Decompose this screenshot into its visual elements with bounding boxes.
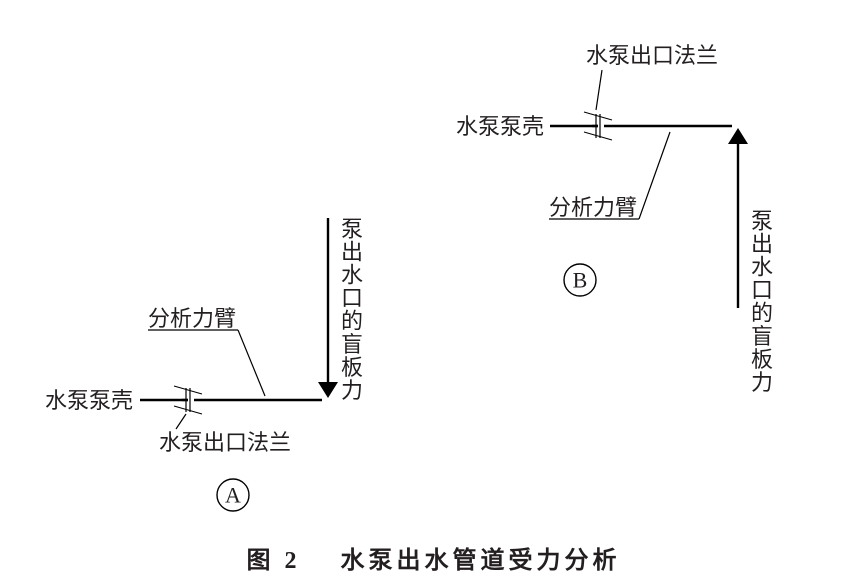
undefined (584, 112, 612, 120)
a-force-label: 泵出水口的盲板力 (341, 216, 363, 403)
undefined (174, 406, 202, 414)
arrow-head-icon (728, 128, 748, 144)
arrow-head-icon (318, 382, 338, 398)
a-casing-label: 水泵泵壳 (45, 388, 133, 413)
b-flange-leader (596, 70, 602, 110)
b-force-label: 泵出水口的盲板力 (751, 208, 773, 395)
a-circle-letter: A (225, 483, 241, 508)
a-arm-leader (238, 330, 265, 396)
b-arm-leader (639, 132, 670, 219)
undefined (174, 386, 202, 394)
b-casing-label: 水泵泵壳 (456, 114, 544, 139)
b-circle-letter: B (573, 268, 588, 293)
a-flange-label: 水泵出口法兰 (159, 430, 291, 455)
caption-prefix: 图 2 (247, 548, 301, 574)
figure-caption: 图 2 水泵出水管道受力分析 (0, 540, 867, 575)
a-arm-label: 分析力臂 (148, 306, 236, 331)
undefined (584, 132, 612, 140)
b-flange-label: 水泵出口法兰 (586, 43, 718, 68)
caption-text: 水泵出水管道受力分析 (341, 548, 621, 574)
a-flange-leader (176, 414, 186, 429)
b-arm-label: 分析力臂 (549, 195, 637, 220)
